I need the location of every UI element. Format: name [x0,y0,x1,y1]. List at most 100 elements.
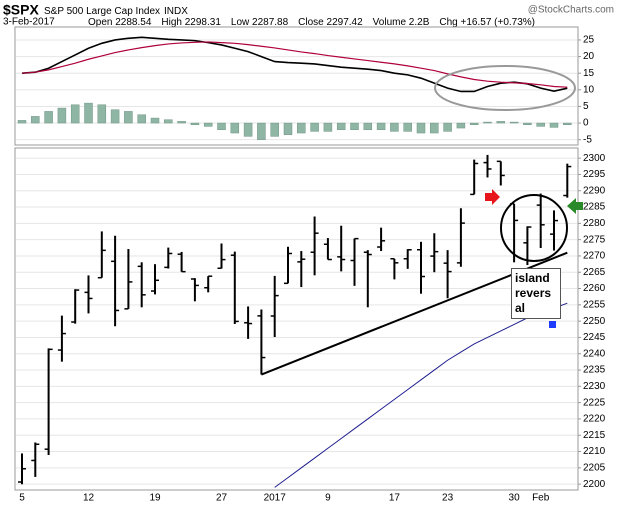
highlight-ellipse [434,65,576,111]
histogram-bar [190,122,200,125]
upper-panel [14,26,579,146]
histogram-bar [177,121,186,124]
chart-subtitle: S&P 500 Large Cap Index INDX [44,6,188,17]
histogram-bar [124,111,133,124]
plot-layer: -5 0 5 10 15 20 25 2200 2205 2210 2215 2220 2225 2230… [16,35,606,504]
y-tick-label: 2275 [583,234,606,245]
y-tick-label: 5 [583,101,589,112]
x-tick-label: 27 [216,493,228,504]
histogram-bar [456,122,466,129]
histogram-bar [336,122,346,130]
y-tick-label: 10 [583,84,595,95]
histogram-bar [509,121,519,124]
y-tick-label: 2225 [583,397,606,408]
moving-average [274,302,568,488]
histogram-bar [203,122,213,127]
histogram-bar [376,122,386,130]
x-tick-label: Feb [532,493,550,504]
y-tick-label: 15 [583,68,595,79]
quote-item: Low 2287.88 [231,17,289,28]
source: @StockCharts.com [528,5,614,16]
x-tick-label: 30 [509,493,521,504]
y-tick-label: -5 [583,134,592,145]
histogram-bar [283,122,293,135]
quote-item: High 2298.31 [161,17,221,28]
x-tick-label: 19 [149,493,161,504]
histogram-bar [430,122,439,134]
histogram-bar [403,122,412,132]
clip-group [274,302,568,488]
y-tick-label: 20 [583,51,595,62]
y-tick-label: 2285 [583,202,606,213]
histogram-bar [257,122,266,140]
annotation: island reversal [511,268,561,319]
x-tick-label: 2017 [264,493,287,504]
quote-item: Volume 2.2B [373,17,430,28]
histogram-bar [270,122,279,137]
y-tick-label: 2250 [583,316,606,327]
y-tick-label: 2245 [583,332,606,343]
annotation-box: island reversal [511,268,561,319]
x-tick-label: 23 [442,493,454,504]
y-tick-label: 0 [583,118,589,129]
histogram-bar [363,122,373,130]
x-tick-label: 12 [83,493,95,504]
histogram-bar [496,121,506,124]
histogram-bar [84,102,93,124]
lower-panel [14,147,579,491]
y-tick-label: 2295 [583,169,606,180]
y-tick-label: 2265 [583,267,606,278]
histogram-bar [483,121,492,124]
histogram-bar [523,122,532,125]
macd-line [21,41,568,88]
histogram-bar [297,122,306,134]
histogram-bar [549,122,559,128]
histogram-bar [443,122,452,132]
blue-marker [549,321,556,328]
highlight-circle [500,194,568,262]
y-tick-label: 2200 [583,479,606,490]
x-tick-label: 17 [389,493,401,504]
quote-item: Chg +16.57 (+0.73%) [439,17,535,28]
green-arrow [567,198,583,214]
histogram-bar [230,122,240,134]
quote: Open 2288.54 High 2298.31 Low 2287.88 Close… [88,17,535,28]
histogram-bar [17,120,27,124]
y-tick-label: 2220 [583,414,606,425]
y-tick-label: 2255 [583,299,606,310]
date: 3-Feb-2017 [3,17,55,28]
y-tick-label: 2205 [583,462,606,473]
y-tick-label: 2300 [583,153,606,164]
y-tick-label: 2260 [583,283,606,294]
x-tick-label: 9 [325,493,331,504]
histogram-bar [310,122,319,132]
histogram-bar [137,114,146,124]
histogram-bar [164,119,173,124]
macd-line [21,36,568,93]
chart-title: $SPX [3,2,39,18]
histogram-bar [563,122,572,125]
y-tick-label: 2240 [583,348,606,359]
y-tick-label: 2230 [583,381,606,392]
subtitle: S&P 500 Large Cap Index [44,6,160,17]
x-tick-label: 5 [19,493,25,504]
histogram-bar [57,107,67,124]
histogram-bar [536,122,545,127]
histogram-bar [110,109,120,124]
histogram-bar [243,122,253,137]
histogram-bar [97,104,107,124]
y-tick-label: 2210 [583,446,606,457]
y-tick-label: 2290 [583,185,606,196]
histogram-bar [217,122,226,130]
histogram-bar [390,122,399,132]
y-tick-label: 2280 [583,218,606,229]
quote-item: Open 2288.54 [88,17,152,28]
exchange: INDX [164,6,188,17]
histogram-bar [416,122,426,134]
y-tick-label: 2270 [583,251,606,262]
histogram-bar [323,122,333,132]
y-tick-label: 2235 [583,365,606,376]
histogram-bar [31,116,40,124]
